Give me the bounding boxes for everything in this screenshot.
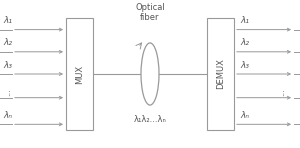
Text: DEMUX: DEMUX [216,59,225,89]
Text: λ₃: λ₃ [3,61,12,70]
Ellipse shape [141,43,159,105]
Text: Optical
fiber: Optical fiber [135,3,165,22]
Bar [207,18,234,130]
Text: λ₃: λ₃ [240,61,249,70]
Text: λ₁: λ₁ [3,16,12,25]
Text: λ₂: λ₂ [240,38,249,47]
Text: ...: ... [278,88,286,96]
Text: ...: ... [3,88,12,96]
Text: λ₂: λ₂ [3,38,12,47]
Text: MUX: MUX [75,64,84,84]
Bar [66,18,93,130]
Text: λₙ: λₙ [3,111,12,120]
Text: λ₁λ₂...λₙ: λ₁λ₂...λₙ [134,115,166,124]
Text: λₙ: λₙ [240,111,249,120]
Text: λ₁: λ₁ [240,16,249,25]
